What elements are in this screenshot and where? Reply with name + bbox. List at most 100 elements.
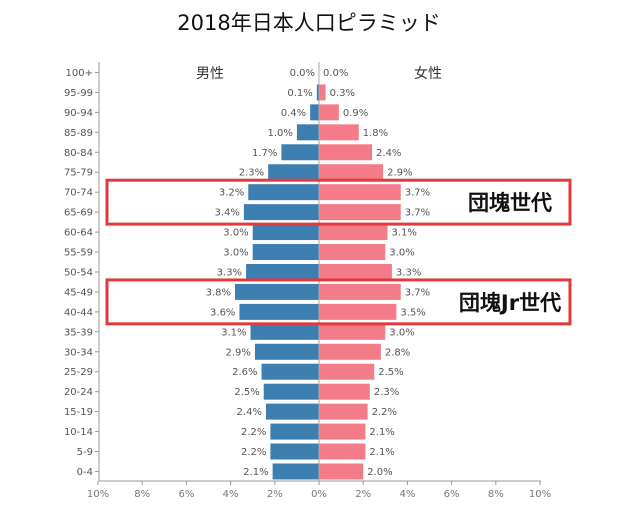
male-value-label: 3.2% xyxy=(219,188,244,199)
chart-title: 2018年日本人口ピラミッド xyxy=(177,11,440,35)
male-bar xyxy=(261,363,319,380)
female-bar xyxy=(319,323,386,340)
male-value-label: 3.6% xyxy=(210,307,235,318)
female-value-label: 3.7% xyxy=(405,188,430,199)
female-value-label: 3.3% xyxy=(396,267,421,278)
female-bar xyxy=(319,224,388,241)
female-value-label: 3.0% xyxy=(389,327,414,338)
male-bar xyxy=(310,104,319,121)
age-label: 5-9 xyxy=(77,447,93,458)
generation-highlight-box xyxy=(105,278,572,326)
x-tick-label: 6% xyxy=(444,489,460,500)
female-value-label: 2.1% xyxy=(369,447,394,458)
female-value-label: 2.3% xyxy=(374,387,399,398)
female-bar xyxy=(319,383,370,400)
female-value-label: 2.4% xyxy=(376,148,401,159)
female-value-label: 2.8% xyxy=(385,347,410,358)
age-label: 45-49 xyxy=(64,287,93,298)
male-bar xyxy=(252,224,319,241)
age-label: 60-64 xyxy=(64,228,93,239)
age-label: 10-14 xyxy=(64,427,93,438)
x-tick-label: 0% xyxy=(311,489,327,500)
x-tick-label: 10% xyxy=(529,489,551,500)
x-tick-label: 4% xyxy=(223,489,239,500)
x-tick-label: 8% xyxy=(488,489,504,500)
female-bar xyxy=(319,283,401,300)
male-value-label: 2.2% xyxy=(241,427,266,438)
female-value-label: 3.1% xyxy=(392,228,417,239)
male-bar xyxy=(270,443,319,460)
age-label: 100+ xyxy=(66,68,93,79)
male-value-label: 1.0% xyxy=(267,128,292,139)
female-bar xyxy=(319,263,392,280)
male-bar xyxy=(265,403,319,420)
generation-highlight-box xyxy=(105,178,572,226)
age-label: 25-29 xyxy=(64,367,93,378)
male-value-label: 2.4% xyxy=(237,407,262,418)
female-value-label: 3.5% xyxy=(400,307,425,318)
male-value-label: 2.9% xyxy=(226,347,251,358)
female-bar xyxy=(319,84,326,101)
male-bar xyxy=(235,283,319,300)
x-tick-label: 10% xyxy=(87,489,109,500)
male-bar xyxy=(252,244,319,261)
male-value-label: 3.3% xyxy=(217,267,242,278)
female-value-label: 3.7% xyxy=(405,287,430,298)
plot-area: 100+ 0.0% 0.0% 95-99 0.1% 0.3% 90-94 0.4% 0.9% 85… xyxy=(64,62,572,500)
age-label: 75-79 xyxy=(64,168,93,179)
x-tick-label: 6% xyxy=(178,489,194,500)
age-label: 95-99 xyxy=(64,88,93,99)
female-label: 女性 xyxy=(414,65,442,82)
male-value-label: 3.1% xyxy=(221,327,246,338)
age-label: 20-24 xyxy=(64,387,93,398)
male-bar xyxy=(250,323,319,340)
x-tick-label: 2% xyxy=(355,489,371,500)
x-tick-label: 4% xyxy=(399,489,415,500)
female-value-label: 0.3% xyxy=(330,88,355,99)
male-value-label: 1.7% xyxy=(252,148,277,159)
male-bar xyxy=(272,463,319,480)
male-value-label: 0.4% xyxy=(281,108,306,119)
male-bar xyxy=(268,164,319,181)
x-tick-label: 2% xyxy=(267,489,283,500)
male-bar xyxy=(246,263,319,280)
age-label: 35-39 xyxy=(64,327,93,338)
female-bar xyxy=(319,403,368,420)
female-value-label: 0.9% xyxy=(343,108,368,119)
female-bar xyxy=(319,303,397,320)
female-value-label: 2.2% xyxy=(372,407,397,418)
female-value-label: 2.0% xyxy=(367,467,392,478)
female-bar xyxy=(319,124,359,141)
female-value-label: 1.8% xyxy=(363,128,388,139)
female-value-label: 2.1% xyxy=(369,427,394,438)
female-bar xyxy=(319,463,364,480)
age-label: 30-34 xyxy=(64,347,93,358)
male-value-label: 0.0% xyxy=(290,68,315,79)
age-label: 70-74 xyxy=(64,188,93,199)
female-bar xyxy=(319,343,381,360)
male-value-label: 3.0% xyxy=(223,228,248,239)
male-bar xyxy=(243,204,319,221)
male-bar xyxy=(239,303,319,320)
female-bar xyxy=(319,363,375,380)
female-bar xyxy=(319,244,386,261)
female-bar xyxy=(319,104,339,121)
male-bar xyxy=(263,383,319,400)
male-bar xyxy=(281,144,319,161)
male-value-label: 2.5% xyxy=(234,387,259,398)
age-label: 50-54 xyxy=(64,267,93,278)
age-label: 55-59 xyxy=(64,248,93,259)
male-value-label: 3.4% xyxy=(214,208,239,219)
female-bar xyxy=(319,204,401,221)
male-bar xyxy=(254,343,319,360)
age-label: 80-84 xyxy=(64,148,93,159)
male-value-label: 2.2% xyxy=(241,447,266,458)
male-bar xyxy=(316,84,319,101)
generation-label: 団塊世代 xyxy=(468,191,552,215)
male-value-label: 2.1% xyxy=(243,467,268,478)
male-bar xyxy=(296,124,319,141)
male-bar xyxy=(270,423,319,440)
male-label: 男性 xyxy=(196,66,224,82)
male-bar xyxy=(248,184,319,201)
